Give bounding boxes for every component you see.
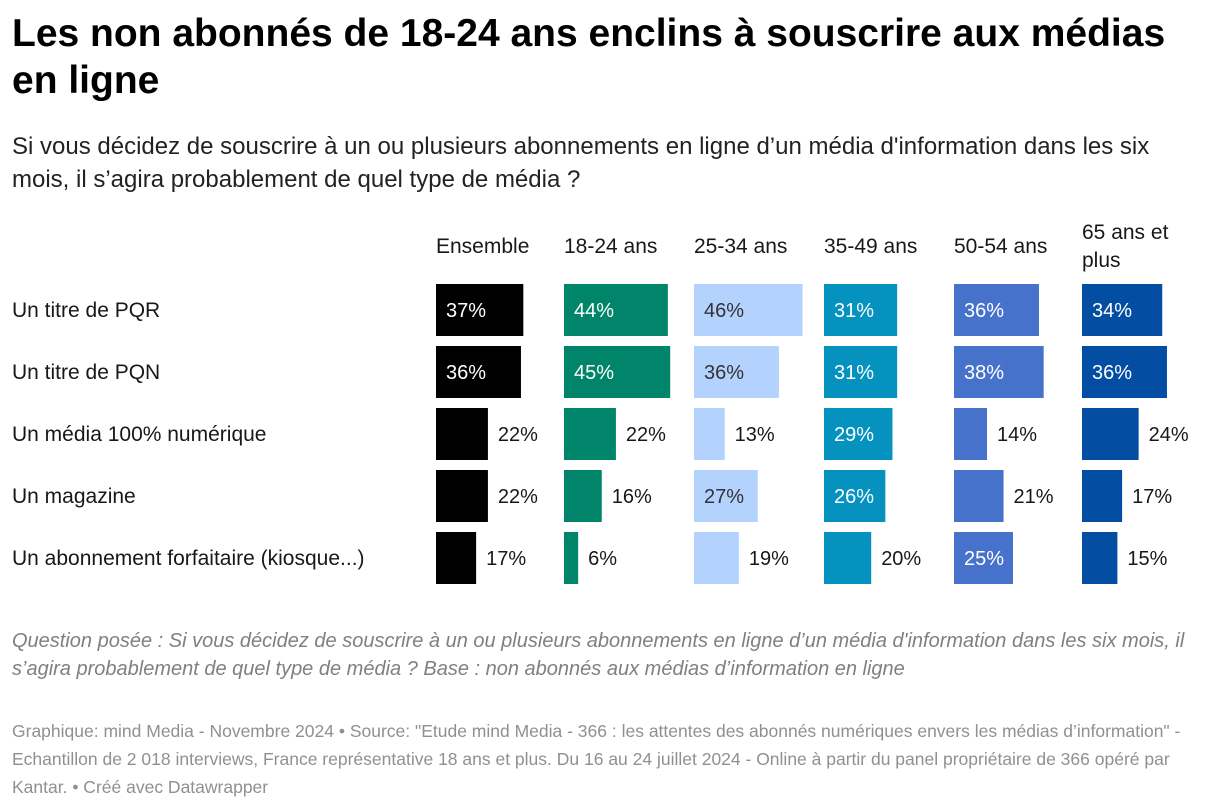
value-label-25-34-ans-1: 46% <box>704 300 744 322</box>
bar-25-34-ans-3 <box>694 408 725 460</box>
value-label-ensemble-3: 22% <box>498 424 538 446</box>
value-label-65-ans-et-plus-4: 17% <box>1132 486 1172 508</box>
bar-chart: Un titre de PQR Un titre de PQN Un média 1… <box>12 221 1189 584</box>
bar-18-24-ans-3 <box>564 408 616 460</box>
row-label-un-magazine: Un magazine <box>12 485 136 508</box>
bar-50-54-ans-5 <box>954 532 1013 584</box>
column-header-18-24-ans: 18-24 ans <box>564 235 657 258</box>
bar-65-ans-et-plus-4 <box>1082 470 1123 522</box>
value-label-25-34-ans-3: 13% <box>735 424 775 446</box>
bar-65-ans-et-plus-3 <box>1082 408 1139 460</box>
bar-50-54-ans-2 <box>954 346 1044 398</box>
bar-ensemble-1 <box>436 284 524 336</box>
source-footer: Graphique: mind Media - Novembre 2024 • … <box>12 721 1181 797</box>
bar-65-ans-et-plus-2 <box>1082 346 1167 398</box>
value-label-ensemble-1: 37% <box>446 300 486 322</box>
value-label-ensemble-5: 17% <box>486 548 526 570</box>
value-label-65-ans-et-plus-2: 36% <box>1092 362 1132 384</box>
value-label-35-49-ans-2: 31% <box>834 362 874 384</box>
bar-ensemble-3 <box>436 408 488 460</box>
chart-subtitle: Si vous décidez de souscrire à un ou plu… <box>12 133 1150 193</box>
bar-65-ans-et-plus-5 <box>1082 532 1118 584</box>
bar-35-49-ans-4 <box>824 470 886 522</box>
row-label-un-titre-de-pqr: Un titre de PQR <box>12 299 160 322</box>
value-label-35-49-ans-1: 31% <box>834 300 874 322</box>
bar-25-34-ans-5 <box>694 532 739 584</box>
value-label-ensemble-4: 22% <box>498 486 538 508</box>
value-label-35-49-ans-3: 29% <box>834 424 874 446</box>
value-label-18-24-ans-2: 45% <box>574 362 614 384</box>
value-label-18-24-ans-4: 16% <box>612 486 652 508</box>
row-label-un-abonnement-forfaitaire-kiosque: Un abonnement forfaitaire (kiosque...) <box>12 547 365 570</box>
bar-18-24-ans-4 <box>564 470 602 522</box>
bar-35-49-ans-5 <box>824 532 872 584</box>
column-header-35-49-ans: 35-49 ans <box>824 235 917 258</box>
row-label-un-titre-de-pqn: Un titre de PQN <box>12 361 160 384</box>
value-label-50-54-ans-4: 21% <box>1014 486 1054 508</box>
value-label-50-54-ans-5: 25% <box>964 548 1004 570</box>
value-label-ensemble-2: 36% <box>446 362 486 384</box>
column-header-25-34-ans: 25-34 ans <box>694 235 787 258</box>
question-note: Question posée : Si vous décidez de sous… <box>12 630 1185 680</box>
value-label-18-24-ans-3: 22% <box>626 424 666 446</box>
value-label-25-34-ans-2: 36% <box>704 362 744 384</box>
value-label-25-34-ans-4: 27% <box>704 486 744 508</box>
bar-35-49-ans-2 <box>824 346 898 398</box>
bar-ensemble-5 <box>436 532 477 584</box>
value-label-65-ans-et-plus-1: 34% <box>1092 300 1132 322</box>
value-label-25-34-ans-5: 19% <box>749 548 789 570</box>
chart-title: Les non abonnés de 18-24 ans enclins à s… <box>12 12 1166 102</box>
bar-35-49-ans-3 <box>824 408 893 460</box>
bar-25-34-ans-4 <box>694 470 758 522</box>
bar-18-24-ans-2 <box>564 346 671 398</box>
bar-65-ans-et-plus-1 <box>1082 284 1163 336</box>
bar-50-54-ans-4 <box>954 470 1004 522</box>
column-header-ensemble: Ensemble <box>436 235 529 258</box>
value-label-35-49-ans-4: 26% <box>834 486 874 508</box>
bar-25-34-ans-1 <box>694 284 803 336</box>
row-label-un-m-dia-100-num-rique: Un média 100% numérique <box>12 423 266 446</box>
bar-25-34-ans-2 <box>694 346 779 398</box>
value-label-65-ans-et-plus-5: 15% <box>1127 548 1167 570</box>
bar-18-24-ans-1 <box>564 284 668 336</box>
value-label-18-24-ans-1: 44% <box>574 300 614 322</box>
bar-35-49-ans-1 <box>824 284 898 336</box>
value-label-18-24-ans-5: 6% <box>588 548 617 570</box>
bar-ensemble-4 <box>436 470 488 522</box>
value-label-50-54-ans-3: 14% <box>997 424 1037 446</box>
value-label-50-54-ans-2: 38% <box>964 362 1004 384</box>
column-header-50-54-ans: 50-54 ans <box>954 235 1047 258</box>
value-label-65-ans-et-plus-3: 24% <box>1149 424 1189 446</box>
bar-18-24-ans-5 <box>564 532 579 584</box>
column-header-65-ans-et-plus: 65 ans et plus <box>1082 221 1169 272</box>
bar-50-54-ans-3 <box>954 408 988 460</box>
value-label-50-54-ans-1: 36% <box>964 300 1004 322</box>
value-label-35-49-ans-5: 20% <box>881 548 921 570</box>
bar-50-54-ans-1 <box>954 284 1039 336</box>
bar-ensemble-2 <box>436 346 521 398</box>
